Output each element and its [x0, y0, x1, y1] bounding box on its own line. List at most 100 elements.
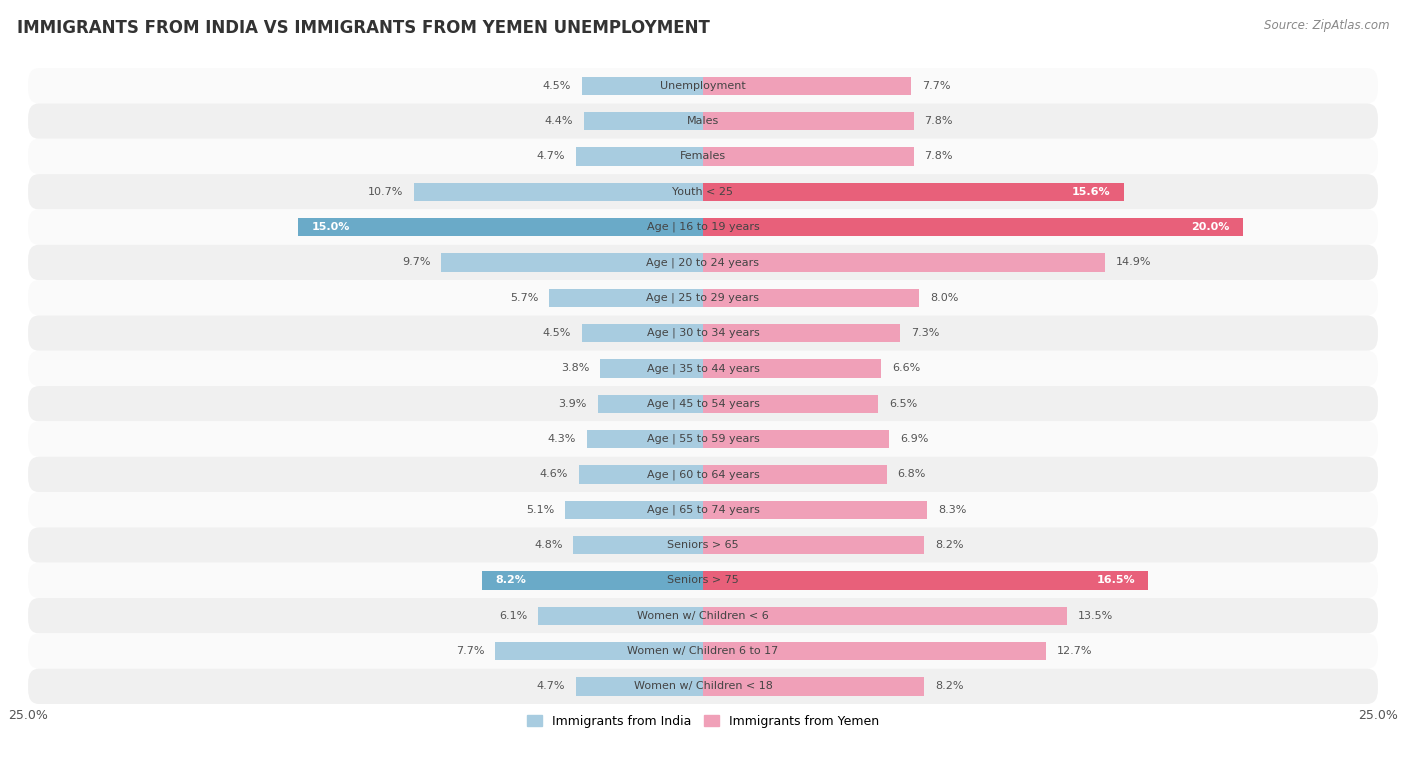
Text: 7.7%: 7.7% — [456, 646, 484, 656]
FancyBboxPatch shape — [28, 562, 1378, 598]
Bar — [576, 148, 703, 166]
Text: 6.6%: 6.6% — [891, 363, 920, 373]
Text: Women w/ Children 6 to 17: Women w/ Children 6 to 17 — [627, 646, 779, 656]
Text: 5.7%: 5.7% — [510, 293, 538, 303]
Text: 5.1%: 5.1% — [526, 505, 554, 515]
Text: Women w/ Children < 6: Women w/ Children < 6 — [637, 611, 769, 621]
Text: Seniors > 75: Seniors > 75 — [666, 575, 740, 585]
Text: Youth < 25: Youth < 25 — [672, 187, 734, 197]
Text: 4.3%: 4.3% — [548, 434, 576, 444]
Text: Source: ZipAtlas.com: Source: ZipAtlas.com — [1264, 19, 1389, 32]
Bar — [703, 324, 900, 342]
Bar — [579, 466, 703, 484]
Bar — [586, 430, 703, 448]
Text: 3.9%: 3.9% — [558, 399, 586, 409]
FancyBboxPatch shape — [28, 104, 1378, 139]
Text: 6.8%: 6.8% — [897, 469, 925, 479]
Bar — [703, 430, 889, 448]
Text: 4.5%: 4.5% — [543, 81, 571, 91]
Text: 4.8%: 4.8% — [534, 540, 562, 550]
Text: 10.7%: 10.7% — [368, 187, 404, 197]
Bar — [582, 324, 703, 342]
Text: 15.6%: 15.6% — [1071, 187, 1111, 197]
Bar — [703, 642, 1046, 660]
FancyBboxPatch shape — [28, 174, 1378, 210]
Bar — [703, 536, 924, 554]
Bar — [703, 76, 911, 95]
Text: 4.7%: 4.7% — [537, 681, 565, 691]
Text: Age | 35 to 44 years: Age | 35 to 44 years — [647, 363, 759, 374]
Bar — [703, 218, 1243, 236]
Bar — [582, 76, 703, 95]
Text: 6.9%: 6.9% — [900, 434, 928, 444]
Bar — [565, 500, 703, 519]
FancyBboxPatch shape — [28, 316, 1378, 350]
Text: 8.2%: 8.2% — [935, 540, 963, 550]
FancyBboxPatch shape — [28, 280, 1378, 316]
Bar — [703, 394, 879, 413]
Text: 4.6%: 4.6% — [540, 469, 568, 479]
FancyBboxPatch shape — [28, 492, 1378, 528]
Text: 8.2%: 8.2% — [935, 681, 963, 691]
Bar — [574, 536, 703, 554]
Text: 16.5%: 16.5% — [1097, 575, 1135, 585]
FancyBboxPatch shape — [28, 245, 1378, 280]
FancyBboxPatch shape — [28, 210, 1378, 245]
FancyBboxPatch shape — [28, 668, 1378, 704]
Bar — [538, 606, 703, 625]
Text: 4.4%: 4.4% — [546, 116, 574, 126]
Legend: Immigrants from India, Immigrants from Yemen: Immigrants from India, Immigrants from Y… — [522, 710, 884, 733]
Bar — [703, 254, 1105, 272]
Bar — [576, 678, 703, 696]
Text: 13.5%: 13.5% — [1078, 611, 1114, 621]
Text: 9.7%: 9.7% — [402, 257, 430, 267]
Text: Males: Males — [688, 116, 718, 126]
FancyBboxPatch shape — [28, 68, 1378, 104]
Text: Unemployment: Unemployment — [661, 81, 745, 91]
Bar — [703, 606, 1067, 625]
Bar — [703, 288, 920, 307]
Text: Females: Females — [681, 151, 725, 161]
FancyBboxPatch shape — [28, 634, 1378, 668]
Bar — [550, 288, 703, 307]
Text: 4.7%: 4.7% — [537, 151, 565, 161]
Text: Seniors > 65: Seniors > 65 — [668, 540, 738, 550]
Bar — [415, 182, 703, 201]
Text: IMMIGRANTS FROM INDIA VS IMMIGRANTS FROM YEMEN UNEMPLOYMENT: IMMIGRANTS FROM INDIA VS IMMIGRANTS FROM… — [17, 19, 710, 37]
Text: 7.8%: 7.8% — [924, 151, 953, 161]
Bar — [703, 500, 927, 519]
Bar — [482, 572, 703, 590]
Bar — [441, 254, 703, 272]
Text: Age | 25 to 29 years: Age | 25 to 29 years — [647, 292, 759, 303]
Bar — [703, 678, 924, 696]
Text: 8.3%: 8.3% — [938, 505, 966, 515]
Text: 7.3%: 7.3% — [911, 328, 939, 338]
Text: Age | 20 to 24 years: Age | 20 to 24 years — [647, 257, 759, 268]
FancyBboxPatch shape — [28, 598, 1378, 634]
Bar — [703, 148, 914, 166]
Bar — [298, 218, 703, 236]
Text: 15.0%: 15.0% — [312, 222, 350, 232]
Text: 12.7%: 12.7% — [1057, 646, 1092, 656]
Text: 7.7%: 7.7% — [922, 81, 950, 91]
FancyBboxPatch shape — [28, 422, 1378, 456]
Text: Age | 55 to 59 years: Age | 55 to 59 years — [647, 434, 759, 444]
Bar — [703, 182, 1125, 201]
Bar — [598, 394, 703, 413]
Bar — [600, 360, 703, 378]
Text: Age | 30 to 34 years: Age | 30 to 34 years — [647, 328, 759, 338]
Text: 14.9%: 14.9% — [1116, 257, 1152, 267]
Text: 6.5%: 6.5% — [889, 399, 918, 409]
Text: Age | 60 to 64 years: Age | 60 to 64 years — [647, 469, 759, 480]
Text: 8.0%: 8.0% — [929, 293, 957, 303]
Bar — [703, 466, 887, 484]
FancyBboxPatch shape — [28, 350, 1378, 386]
Bar — [585, 112, 703, 130]
Bar — [703, 360, 882, 378]
Bar — [703, 572, 1149, 590]
Text: Women w/ Children < 18: Women w/ Children < 18 — [634, 681, 772, 691]
Text: Age | 65 to 74 years: Age | 65 to 74 years — [647, 504, 759, 515]
Text: 8.2%: 8.2% — [495, 575, 526, 585]
FancyBboxPatch shape — [28, 386, 1378, 422]
Text: Age | 16 to 19 years: Age | 16 to 19 years — [647, 222, 759, 232]
